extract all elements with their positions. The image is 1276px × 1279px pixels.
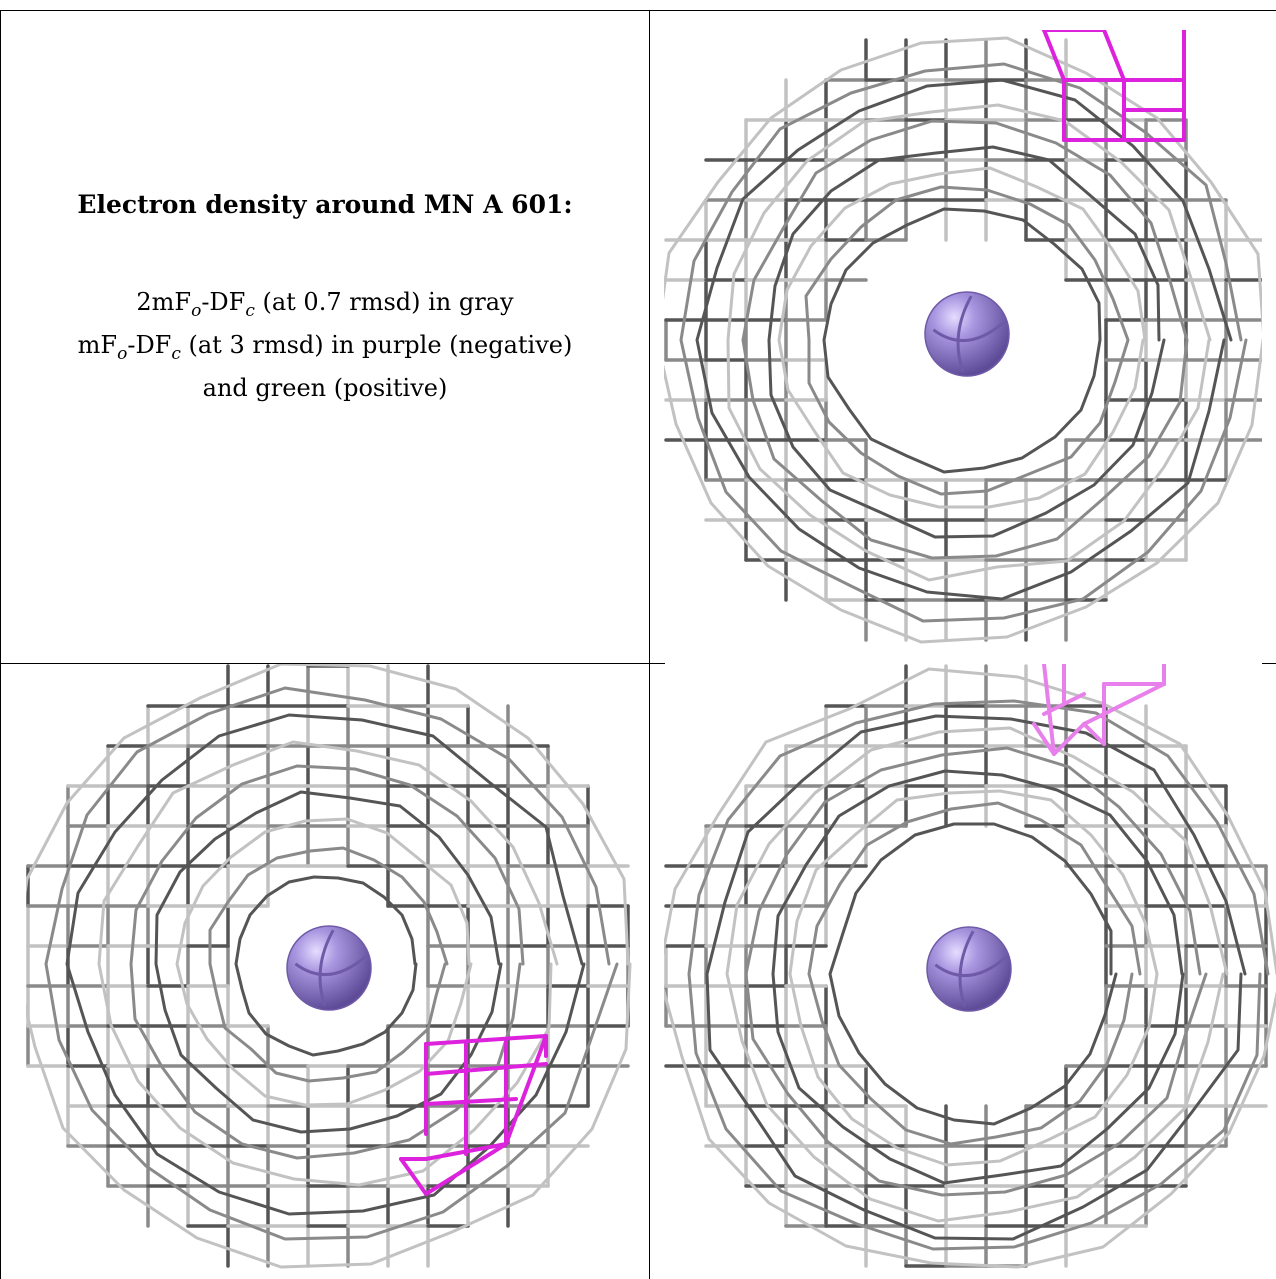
density-contour-shell xyxy=(741,119,1189,560)
view-top-right-panel xyxy=(664,30,1262,652)
density-contour-shell xyxy=(807,801,1142,1146)
negative-difference-density xyxy=(1102,30,1126,82)
density-contour-shell xyxy=(725,726,1229,1223)
legend-line1-sub1: o xyxy=(191,300,202,321)
density-contour-shell xyxy=(234,875,418,1057)
density-contour-shell xyxy=(804,185,1130,496)
density-contour-shell xyxy=(664,36,1262,644)
density-contour-shell xyxy=(788,789,1159,1167)
density-contour-shell xyxy=(175,817,473,1107)
legend-line2-post: (at 3 rmsd) in purple (negative) xyxy=(180,330,573,359)
negative-difference-density xyxy=(1082,722,1106,746)
legend-line1-post: (at 0.7 rmsd) in gray xyxy=(254,288,514,316)
mn-ion-bond-arc xyxy=(932,320,1006,343)
density-contour-shell xyxy=(828,822,1118,1126)
density-contour-shell xyxy=(822,207,1102,474)
legend-line1-pre: 2mF xyxy=(136,288,192,316)
mn-ion-bond-arc xyxy=(958,930,975,1008)
legend-line-green: and green (positive) xyxy=(202,373,448,402)
legend-line-2mfo: 2mFo-DFc (at 0.7 rmsd) in gray xyxy=(30,285,620,328)
negative-difference-density xyxy=(1042,664,1056,756)
top-rule xyxy=(0,10,1276,11)
negative-difference-density xyxy=(1042,30,1066,82)
view-bottom-right-panel xyxy=(664,664,1276,1276)
mn-ion-sphere xyxy=(926,926,1012,1012)
density-contour-shell xyxy=(744,746,1208,1197)
legend-line1-sub2: c xyxy=(245,300,255,321)
negative-difference-density xyxy=(1082,682,1166,726)
middle-rule-left xyxy=(0,663,665,664)
mn-ion-bond-arc xyxy=(318,929,335,1007)
density-contour-shell xyxy=(154,790,503,1134)
legend-line-mfo: mFo-DFc (at 3 rmsd) in purple (negative) xyxy=(30,328,620,371)
view-bottom-right-mesh xyxy=(664,664,1276,1269)
density-contour-shell xyxy=(726,103,1212,582)
density-contour-shell xyxy=(695,78,1233,601)
legend-line2-pre: mF xyxy=(77,330,118,359)
mn-ion-bond-arc xyxy=(956,295,973,373)
legend-line2-mid: -DF xyxy=(127,330,172,359)
negative-difference-density xyxy=(424,1034,548,1046)
legend-line1-mid: -DF xyxy=(201,288,246,316)
legend-line2-sub1: o xyxy=(117,343,128,364)
legend-line2-sub2: c xyxy=(171,343,181,364)
center-vertical-rule xyxy=(649,10,650,1279)
mn-ion-sphere xyxy=(924,291,1010,377)
negative-difference-density xyxy=(424,1097,518,1106)
density-contour-shell xyxy=(777,166,1147,509)
negative-difference-density xyxy=(504,1034,548,1146)
legend-text: Electron density around MN A 601: 2mFo-D… xyxy=(30,190,620,405)
negative-difference-density xyxy=(399,1157,428,1196)
density-contour-shell xyxy=(208,846,449,1083)
negative-difference-density xyxy=(1032,722,1056,756)
view-top-right-mesh xyxy=(664,30,1262,644)
middle-rule-right xyxy=(1262,663,1276,664)
density-contour-shell xyxy=(664,667,1276,1269)
density-contour-shell xyxy=(771,769,1185,1185)
density-contour-shell xyxy=(687,699,1270,1251)
mn-ion-sphere xyxy=(286,925,372,1011)
density-contour-shell xyxy=(44,686,619,1241)
negative-difference-density xyxy=(424,1142,508,1196)
mn-ion-bond-arc xyxy=(934,955,1008,978)
negative-difference-density xyxy=(1052,722,1086,756)
legend-title: Electron density around MN A 601: xyxy=(77,190,573,219)
view-bottom-left-mesh xyxy=(26,664,632,1269)
mn-ion-bond-arc xyxy=(294,954,368,977)
density-contour-shell xyxy=(26,664,632,1269)
view-bottom-left-panel xyxy=(26,664,646,1276)
density-contour-shell xyxy=(767,145,1166,539)
density-contour-shell xyxy=(705,714,1247,1241)
left-rule xyxy=(0,10,1,1279)
negative-difference-density xyxy=(424,1062,548,1076)
density-contour-shell xyxy=(679,62,1248,623)
